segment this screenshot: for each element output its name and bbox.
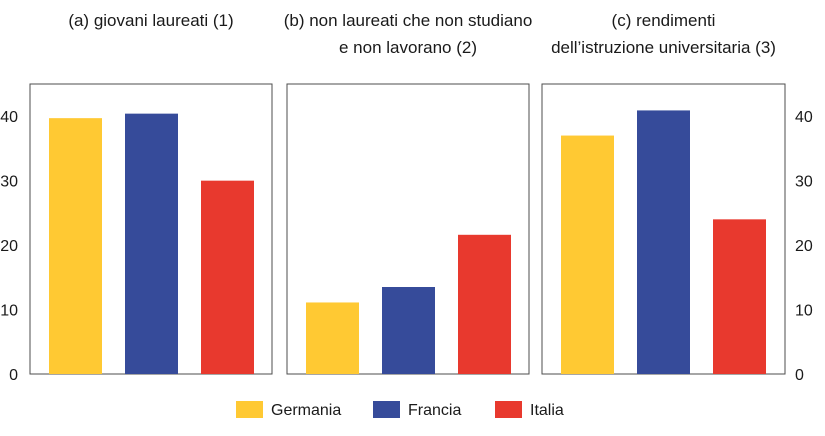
panel-title-line: e non lavorano (2) xyxy=(339,38,477,57)
bar-germania xyxy=(49,118,102,375)
bar-germania xyxy=(306,302,359,374)
y-tick-label: 0 xyxy=(795,367,804,384)
y-tick-label: 20 xyxy=(795,238,813,255)
legend: Germania Francia Italia xyxy=(236,401,564,419)
y-tick-label: 10 xyxy=(0,303,18,320)
panel-title-line: (c) rendimenti xyxy=(612,11,716,30)
y-tick-label: 0 xyxy=(9,367,18,384)
legend-swatch-francia xyxy=(373,401,400,418)
panel-title-line: dell’istruzione universitaria (3) xyxy=(551,38,776,57)
legend-swatch-germania xyxy=(236,401,263,418)
panel-title-line: (a) giovani laureati (1) xyxy=(68,11,233,30)
y-tick-label: 30 xyxy=(0,174,18,191)
bar-francia xyxy=(125,113,178,375)
y-tick-label: 40 xyxy=(0,109,18,126)
bar-italia xyxy=(713,219,766,374)
y-tick-label: 30 xyxy=(795,174,813,191)
legend-label-germania: Germania xyxy=(271,402,341,419)
bar-francia xyxy=(637,110,690,374)
bar-italia xyxy=(201,180,254,374)
panel-a: (a) giovani laureati (1) 0 10 20 30 40 xyxy=(0,11,273,384)
legend-swatch-italia xyxy=(495,401,522,418)
legend-label-francia: Francia xyxy=(408,402,461,419)
y-tick-label: 20 xyxy=(0,238,18,255)
legend-label-italia: Italia xyxy=(530,402,564,419)
bar-francia xyxy=(382,287,435,374)
panel-c: (c) rendimenti dell’istruzione universita… xyxy=(541,11,813,384)
y-tick-label: 10 xyxy=(795,303,813,320)
y-tick-label: 40 xyxy=(795,109,813,126)
panel-title-line: (b) non laureati che non studiano xyxy=(284,11,533,30)
bar-germania xyxy=(561,135,614,374)
panel-b: (b) non laureati che non studiano e non l… xyxy=(284,11,533,375)
bar-italia xyxy=(458,234,511,374)
